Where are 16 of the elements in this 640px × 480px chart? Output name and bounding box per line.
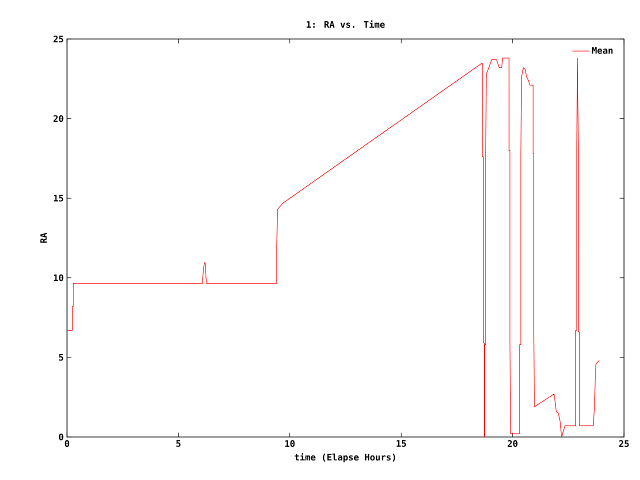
x-tick-label: 5 (176, 440, 181, 447)
y-axis-title: RA (40, 232, 47, 243)
y-tick-label: 25 (54, 36, 64, 42)
y-tick-label: 5 (59, 354, 64, 361)
y-tick-label: 20 (54, 115, 64, 122)
x-tick-label: 25 (619, 440, 629, 447)
x-tick-label: 20 (508, 440, 518, 447)
x-tick-label: 0 (64, 440, 70, 447)
y-tick-label: 15 (54, 194, 64, 202)
chart-title: 1: RA vs. Time (306, 20, 385, 28)
x-tick-label: 10 (285, 440, 295, 447)
legend-label: Mean (592, 47, 613, 54)
y-tick-label: 10 (54, 274, 64, 282)
x-axis-title: time (Elapse Hours) (294, 453, 396, 462)
x-tick-label: 15 (396, 440, 406, 447)
y-tick-label: 0 (58, 434, 64, 440)
